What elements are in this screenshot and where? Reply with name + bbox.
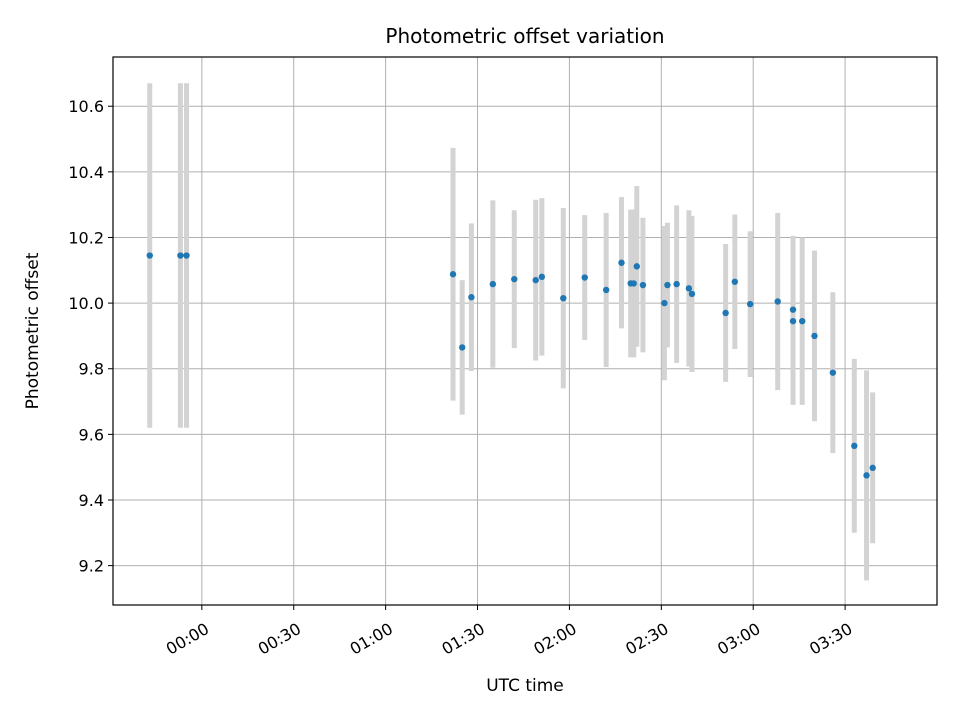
- data-point: [581, 274, 588, 281]
- data-point: [618, 259, 625, 266]
- data-point: [449, 271, 457, 278]
- data-point: [688, 290, 696, 298]
- data-point: [661, 299, 668, 307]
- data-point: [673, 280, 680, 288]
- data-point: [177, 252, 184, 259]
- data-point: [811, 332, 818, 340]
- data-point: [633, 263, 641, 270]
- data-point: [851, 442, 858, 450]
- y-axis-title: Photometric offset: [23, 252, 43, 409]
- data-point: [731, 278, 739, 285]
- data-point: [468, 294, 475, 301]
- data-point: [774, 298, 781, 305]
- y-tick-label: 9.4: [79, 491, 104, 510]
- y-tick-label: 10.0: [68, 294, 104, 313]
- data-point: [532, 276, 539, 284]
- data-point: [639, 281, 647, 289]
- data-point: [560, 294, 567, 302]
- data-point: [799, 317, 806, 325]
- data-point: [489, 280, 497, 288]
- data-point: [869, 464, 876, 472]
- data-point: [459, 344, 466, 351]
- grid-layer: [113, 57, 937, 605]
- data-point: [146, 252, 153, 259]
- data-point: [664, 281, 671, 289]
- y-tick-label: 10.2: [68, 228, 104, 247]
- plot-frame: [112, 56, 938, 606]
- data-point: [789, 317, 797, 325]
- data-point: [630, 280, 637, 287]
- point-layer: [146, 252, 876, 479]
- y-tick-label: 10.4: [68, 163, 104, 182]
- data-point: [183, 252, 190, 259]
- y-tick-label: 10.6: [68, 97, 104, 116]
- data-point: [511, 275, 518, 283]
- y-tick-label: 9.6: [79, 425, 104, 444]
- data-point: [685, 285, 693, 292]
- data-point: [863, 472, 870, 479]
- y-tick-label: 9.8: [79, 360, 104, 379]
- x-axis-title: UTC time: [486, 676, 564, 696]
- data-point: [829, 369, 837, 376]
- data-point: [789, 306, 797, 313]
- data-point: [746, 300, 754, 308]
- chart-title: Photometric offset variation: [385, 24, 664, 48]
- data-point: [722, 309, 729, 317]
- y-tick-label: 9.2: [79, 557, 104, 576]
- data-point: [602, 286, 610, 294]
- data-point: [538, 273, 546, 281]
